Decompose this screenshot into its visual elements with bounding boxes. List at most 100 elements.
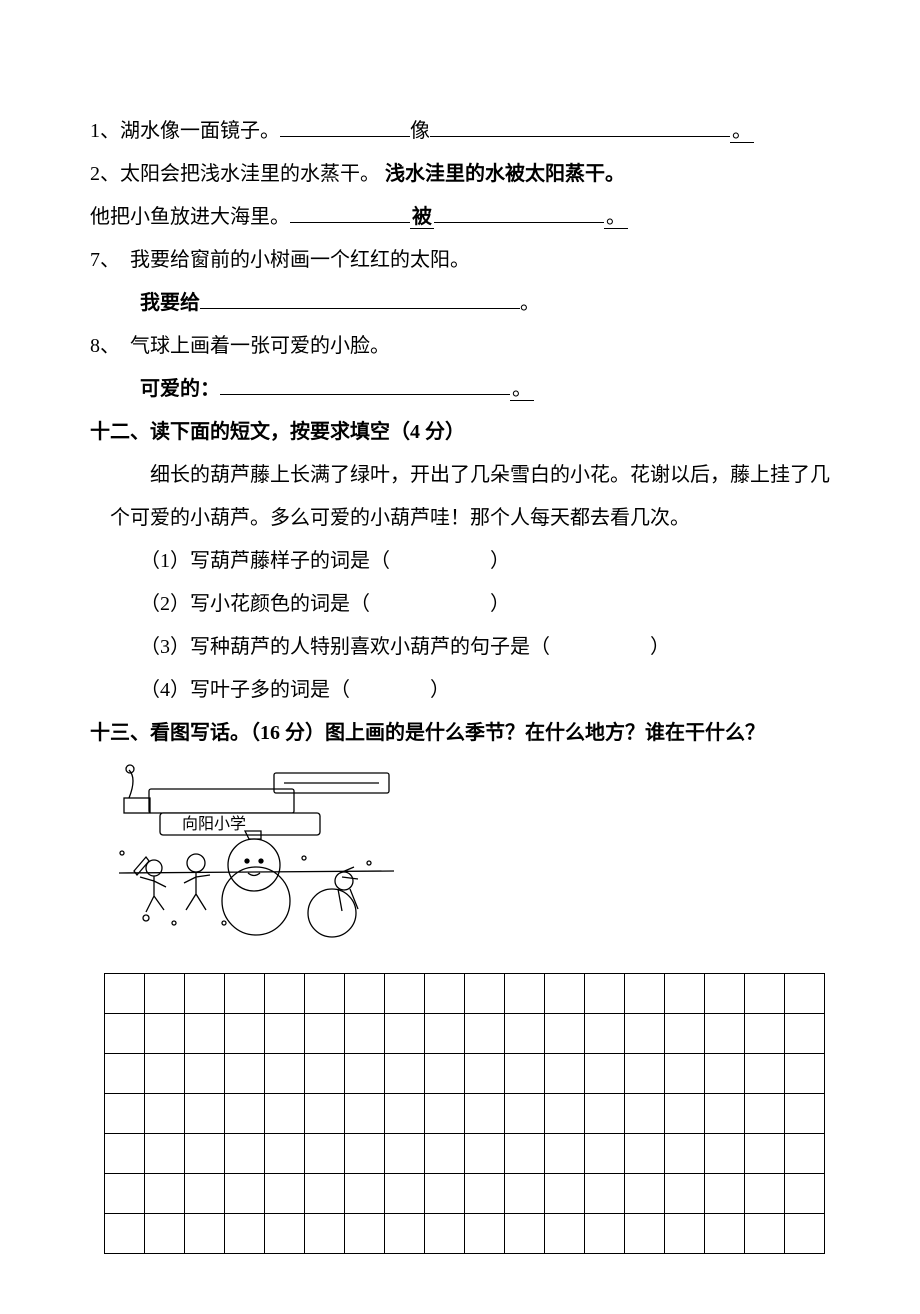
writing-cell[interactable] <box>625 1174 665 1214</box>
writing-cell[interactable] <box>305 1094 345 1134</box>
writing-cell[interactable] <box>585 1134 625 1174</box>
writing-cell[interactable] <box>625 1054 665 1094</box>
writing-cell[interactable] <box>145 1054 185 1094</box>
writing-cell[interactable] <box>225 1174 265 1214</box>
writing-cell[interactable] <box>705 1014 745 1054</box>
writing-cell[interactable] <box>105 1134 145 1174</box>
writing-cell[interactable] <box>345 1134 385 1174</box>
writing-cell[interactable] <box>585 1214 625 1254</box>
writing-cell[interactable] <box>785 1214 825 1254</box>
writing-cell[interactable] <box>625 1134 665 1174</box>
writing-cell[interactable] <box>705 1174 745 1214</box>
writing-cell[interactable] <box>465 1014 505 1054</box>
writing-cell[interactable] <box>625 1094 665 1134</box>
q1-blank-b[interactable] <box>430 115 730 137</box>
writing-cell[interactable] <box>385 974 425 1014</box>
writing-cell[interactable] <box>345 1094 385 1134</box>
writing-cell[interactable] <box>105 1054 145 1094</box>
writing-cell[interactable] <box>185 1014 225 1054</box>
writing-cell[interactable] <box>545 1014 585 1054</box>
writing-cell[interactable] <box>145 1134 185 1174</box>
writing-cell[interactable] <box>385 1094 425 1134</box>
writing-cell[interactable] <box>185 1214 225 1254</box>
writing-cell[interactable] <box>145 1174 185 1214</box>
writing-cell[interactable] <box>425 1014 465 1054</box>
writing-cell[interactable] <box>665 1174 705 1214</box>
writing-cell[interactable] <box>785 1174 825 1214</box>
writing-cell[interactable] <box>785 1094 825 1134</box>
writing-cell[interactable] <box>745 1094 785 1134</box>
writing-cell[interactable] <box>105 1214 145 1254</box>
writing-cell[interactable] <box>185 1134 225 1174</box>
writing-cell[interactable] <box>225 1134 265 1174</box>
writing-cell[interactable] <box>265 974 305 1014</box>
writing-cell[interactable] <box>745 1134 785 1174</box>
writing-cell[interactable] <box>385 1134 425 1174</box>
writing-cell[interactable] <box>705 1214 745 1254</box>
writing-cell[interactable] <box>465 1214 505 1254</box>
writing-cell[interactable] <box>785 1054 825 1094</box>
writing-cell[interactable] <box>505 1214 545 1254</box>
writing-cell[interactable] <box>225 1054 265 1094</box>
writing-cell[interactable] <box>265 1214 305 1254</box>
writing-cell[interactable] <box>385 1054 425 1094</box>
writing-cell[interactable] <box>145 974 185 1014</box>
writing-cell[interactable] <box>185 1054 225 1094</box>
writing-cell[interactable] <box>665 974 705 1014</box>
writing-cell[interactable] <box>465 1134 505 1174</box>
writing-cell[interactable] <box>305 974 345 1014</box>
writing-cell[interactable] <box>665 1214 705 1254</box>
writing-cell[interactable] <box>785 1134 825 1174</box>
q1-blank-a[interactable] <box>280 115 410 137</box>
writing-cell[interactable] <box>545 1134 585 1174</box>
writing-cell[interactable] <box>465 1094 505 1134</box>
writing-cell[interactable] <box>265 1174 305 1214</box>
writing-cell[interactable] <box>625 1014 665 1054</box>
writing-cell[interactable] <box>425 974 465 1014</box>
writing-cell[interactable] <box>545 1174 585 1214</box>
writing-cell[interactable] <box>745 1174 785 1214</box>
writing-cell[interactable] <box>305 1134 345 1174</box>
writing-cell[interactable] <box>625 1214 665 1254</box>
writing-cell[interactable] <box>665 1014 705 1054</box>
writing-cell[interactable] <box>785 1014 825 1054</box>
writing-cell[interactable] <box>705 1094 745 1134</box>
writing-cell[interactable] <box>345 974 385 1014</box>
writing-cell[interactable] <box>225 1214 265 1254</box>
writing-cell[interactable] <box>665 1134 705 1174</box>
writing-cell[interactable] <box>505 1014 545 1054</box>
writing-cell[interactable] <box>425 1134 465 1174</box>
writing-cell[interactable] <box>465 1174 505 1214</box>
writing-cell[interactable] <box>305 1174 345 1214</box>
writing-cell[interactable] <box>345 1214 385 1254</box>
writing-cell[interactable] <box>225 974 265 1014</box>
writing-cell[interactable] <box>785 974 825 1014</box>
writing-cell[interactable] <box>145 1094 185 1134</box>
writing-cell[interactable] <box>345 1174 385 1214</box>
writing-cell[interactable] <box>225 1094 265 1134</box>
writing-cell[interactable] <box>345 1014 385 1054</box>
writing-cell[interactable] <box>505 1174 545 1214</box>
writing-cell[interactable] <box>265 1134 305 1174</box>
writing-cell[interactable] <box>105 1094 145 1134</box>
writing-cell[interactable] <box>145 1014 185 1054</box>
q2-blank-b[interactable] <box>434 201 604 223</box>
writing-cell[interactable] <box>185 974 225 1014</box>
writing-cell[interactable] <box>265 1094 305 1134</box>
writing-cell[interactable] <box>265 1014 305 1054</box>
writing-cell[interactable] <box>425 1054 465 1094</box>
writing-cell[interactable] <box>625 974 665 1014</box>
writing-cell[interactable] <box>385 1214 425 1254</box>
writing-cell[interactable] <box>145 1214 185 1254</box>
writing-cell[interactable] <box>585 1054 625 1094</box>
writing-cell[interactable] <box>545 1094 585 1134</box>
writing-cell[interactable] <box>705 1134 745 1174</box>
writing-cell[interactable] <box>105 1014 145 1054</box>
writing-cell[interactable] <box>225 1014 265 1054</box>
writing-cell[interactable] <box>105 974 145 1014</box>
writing-cell[interactable] <box>665 1094 705 1134</box>
writing-cell[interactable] <box>465 974 505 1014</box>
writing-cell[interactable] <box>545 1054 585 1094</box>
writing-cell[interactable] <box>665 1054 705 1094</box>
writing-cell[interactable] <box>345 1054 385 1094</box>
